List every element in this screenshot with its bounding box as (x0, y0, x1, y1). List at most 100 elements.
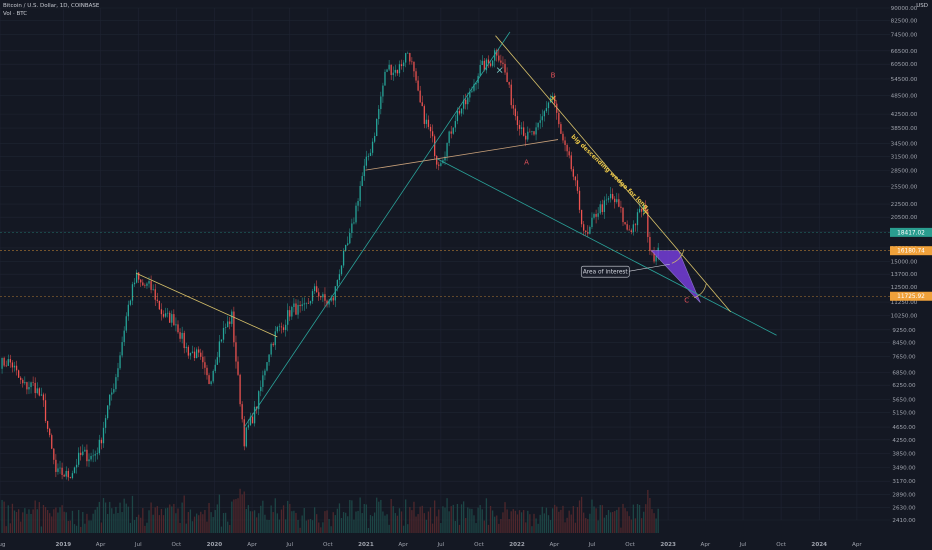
candle-body-47 (96, 453, 98, 455)
volume-bar-151 (311, 520, 314, 533)
volume-bar-11 (22, 512, 24, 533)
candle-body-103 (212, 370, 214, 382)
volume-bar-98 (202, 514, 204, 533)
volume-bar-285 (589, 513, 591, 533)
candle-body-34 (69, 477, 72, 478)
volume-bar-211 (436, 516, 438, 533)
volume-bar-292 (603, 517, 606, 533)
volume-bar-291 (601, 505, 603, 533)
volume-bar-155 (320, 527, 322, 533)
candle-body-132 (272, 343, 274, 346)
volume-bar-103 (212, 517, 214, 533)
volume-bar-26 (53, 509, 55, 533)
y-tick-label-3: 66500.00 (891, 49, 918, 55)
volume-bar-32 (65, 512, 67, 533)
candle-body-63 (129, 300, 132, 305)
x-tick-label-2: Apr (96, 542, 106, 548)
volume-bar-24 (49, 513, 51, 533)
volume-bar-125 (258, 513, 260, 533)
candle-body-308 (636, 212, 639, 226)
candle-body-126 (260, 386, 262, 392)
volume-bar-16 (32, 509, 34, 533)
volume-bar-198 (409, 506, 411, 533)
candle-body-290 (599, 204, 601, 214)
volume-bar-216 (446, 498, 448, 533)
candle-body-157 (324, 294, 326, 301)
candle-body-276 (570, 155, 572, 170)
volume-bar-158 (326, 510, 328, 533)
trendline-2 (365, 139, 559, 171)
candle-body-23 (46, 421, 49, 429)
candle-body-78 (160, 309, 163, 315)
candle-body-253 (523, 127, 525, 136)
candle-body-117 (241, 404, 243, 420)
candle-body-306 (632, 224, 634, 232)
volume-bar-142 (293, 510, 295, 533)
volume-bar-299 (618, 507, 620, 533)
y-tick-label-6: 48500.00 (891, 93, 918, 99)
candle-body-42 (86, 449, 88, 462)
candle-body-35 (71, 473, 74, 478)
candle-body-289 (597, 213, 599, 217)
candle-body-252 (520, 127, 523, 129)
candle-body-293 (605, 199, 608, 201)
candle-body-144 (297, 304, 299, 315)
volume-bar-178 (367, 528, 370, 533)
volume-bar-40 (82, 511, 84, 533)
volume-bar-73 (150, 502, 152, 533)
volume-bar-36 (73, 524, 76, 533)
candle-body-67 (138, 272, 140, 280)
volume-bar-49 (100, 522, 103, 533)
candle-body-129 (266, 362, 268, 371)
candle-body-118 (243, 419, 245, 447)
volume-bar-59 (121, 512, 123, 533)
volume-bar-207 (427, 511, 430, 533)
volume-bar-159 (328, 518, 330, 533)
volume-bar-143 (295, 512, 297, 533)
y-tick-label-13: 22500.00 (891, 202, 918, 208)
volume-bar-229 (473, 515, 475, 533)
wedge-annotation: big descending wedge for long (570, 133, 650, 211)
volume-bar-199 (411, 510, 413, 533)
volume-bar-57 (117, 512, 119, 533)
volume-bar-282 (583, 512, 585, 533)
volume-bar-215 (444, 507, 446, 533)
volume-bar-27 (55, 507, 57, 533)
candle-body-27 (55, 459, 57, 472)
candle-body-258 (533, 131, 535, 135)
candle-body-223 (460, 108, 463, 114)
volume-bar-195 (402, 525, 405, 533)
volume-bar-263 (543, 513, 545, 533)
volume-bar-149 (307, 519, 310, 533)
volume-bar-243 (502, 512, 504, 533)
volume-bar-270 (558, 511, 560, 533)
volume-bar-268 (554, 504, 556, 533)
candle-body-300 (620, 206, 622, 208)
volume-bar-12 (24, 508, 26, 533)
volume-bar-3 (5, 526, 7, 533)
volume-bar-130 (268, 519, 270, 533)
candle-body-292 (603, 200, 606, 212)
candle-body-279 (576, 180, 579, 191)
volume-bar-106 (218, 494, 221, 533)
volume-bar-90 (185, 523, 187, 533)
candle-body-50 (102, 427, 105, 444)
volume-bar-219 (452, 504, 454, 533)
candle-body-146 (301, 304, 303, 307)
candle-body-10 (20, 377, 22, 380)
candle-body-178 (367, 155, 370, 157)
candle-body-171 (353, 222, 355, 224)
candle-body-310 (640, 208, 643, 212)
candle-body-294 (607, 198, 610, 200)
volume-bar-80 (164, 508, 167, 533)
candle-body-238 (491, 60, 494, 66)
candle-body-173 (357, 201, 359, 206)
callout-pointer (629, 263, 670, 272)
wave-label-a: A (524, 158, 529, 166)
candle-body-125 (258, 391, 260, 410)
candle-body-6 (11, 362, 14, 368)
volume-bar-218 (450, 506, 452, 533)
candle-body-56 (115, 377, 117, 390)
volume-bar-258 (533, 513, 535, 533)
